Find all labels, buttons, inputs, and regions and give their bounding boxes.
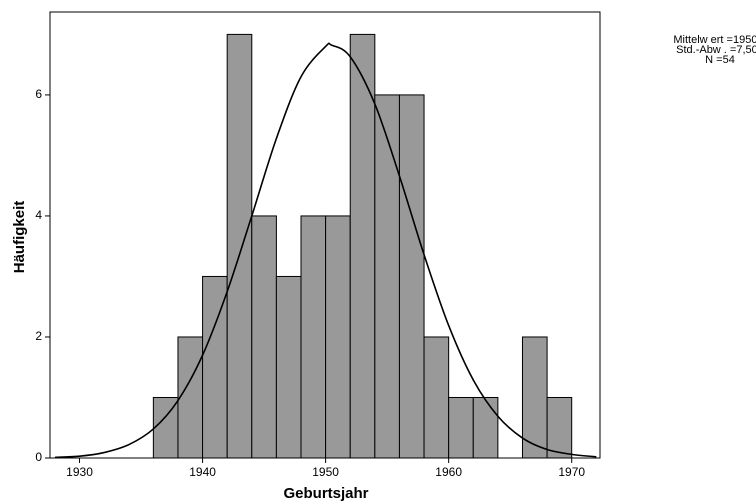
y-tick-label: 2 — [35, 329, 42, 343]
bar — [398, 94, 425, 459]
x-tick-label: 1930 — [66, 465, 93, 479]
bar — [226, 33, 253, 459]
plot-frame — [49, 11, 601, 459]
bar — [251, 215, 277, 459]
y-tick-label: 0 — [35, 450, 42, 464]
bar — [325, 215, 351, 459]
bar — [374, 94, 400, 459]
annotation: N =54 — [705, 54, 735, 66]
x-axis-label: Geburtsjahr — [283, 485, 368, 502]
bar — [423, 336, 450, 459]
y-tick-label: 4 — [35, 208, 42, 222]
bar — [448, 396, 474, 459]
annotation: Mittelw ert =1950,5 — [673, 34, 756, 46]
y-axis-label: Häufigkeit — [11, 201, 28, 274]
bar — [202, 275, 228, 459]
bar — [349, 33, 376, 459]
bar — [177, 336, 204, 459]
y-tick-label: 6 — [35, 87, 42, 101]
bar — [546, 396, 573, 459]
bar — [275, 275, 302, 459]
x-tick-label: 1950 — [312, 465, 339, 479]
annotation: Std.-Abw . =7,503 — [676, 44, 756, 56]
x-tick-label: 1960 — [435, 465, 462, 479]
normal-curve — [54, 42, 597, 458]
bar — [300, 215, 327, 459]
x-tick-label: 1970 — [558, 465, 585, 479]
bar — [472, 396, 499, 459]
x-tick-label: 1940 — [189, 465, 216, 479]
